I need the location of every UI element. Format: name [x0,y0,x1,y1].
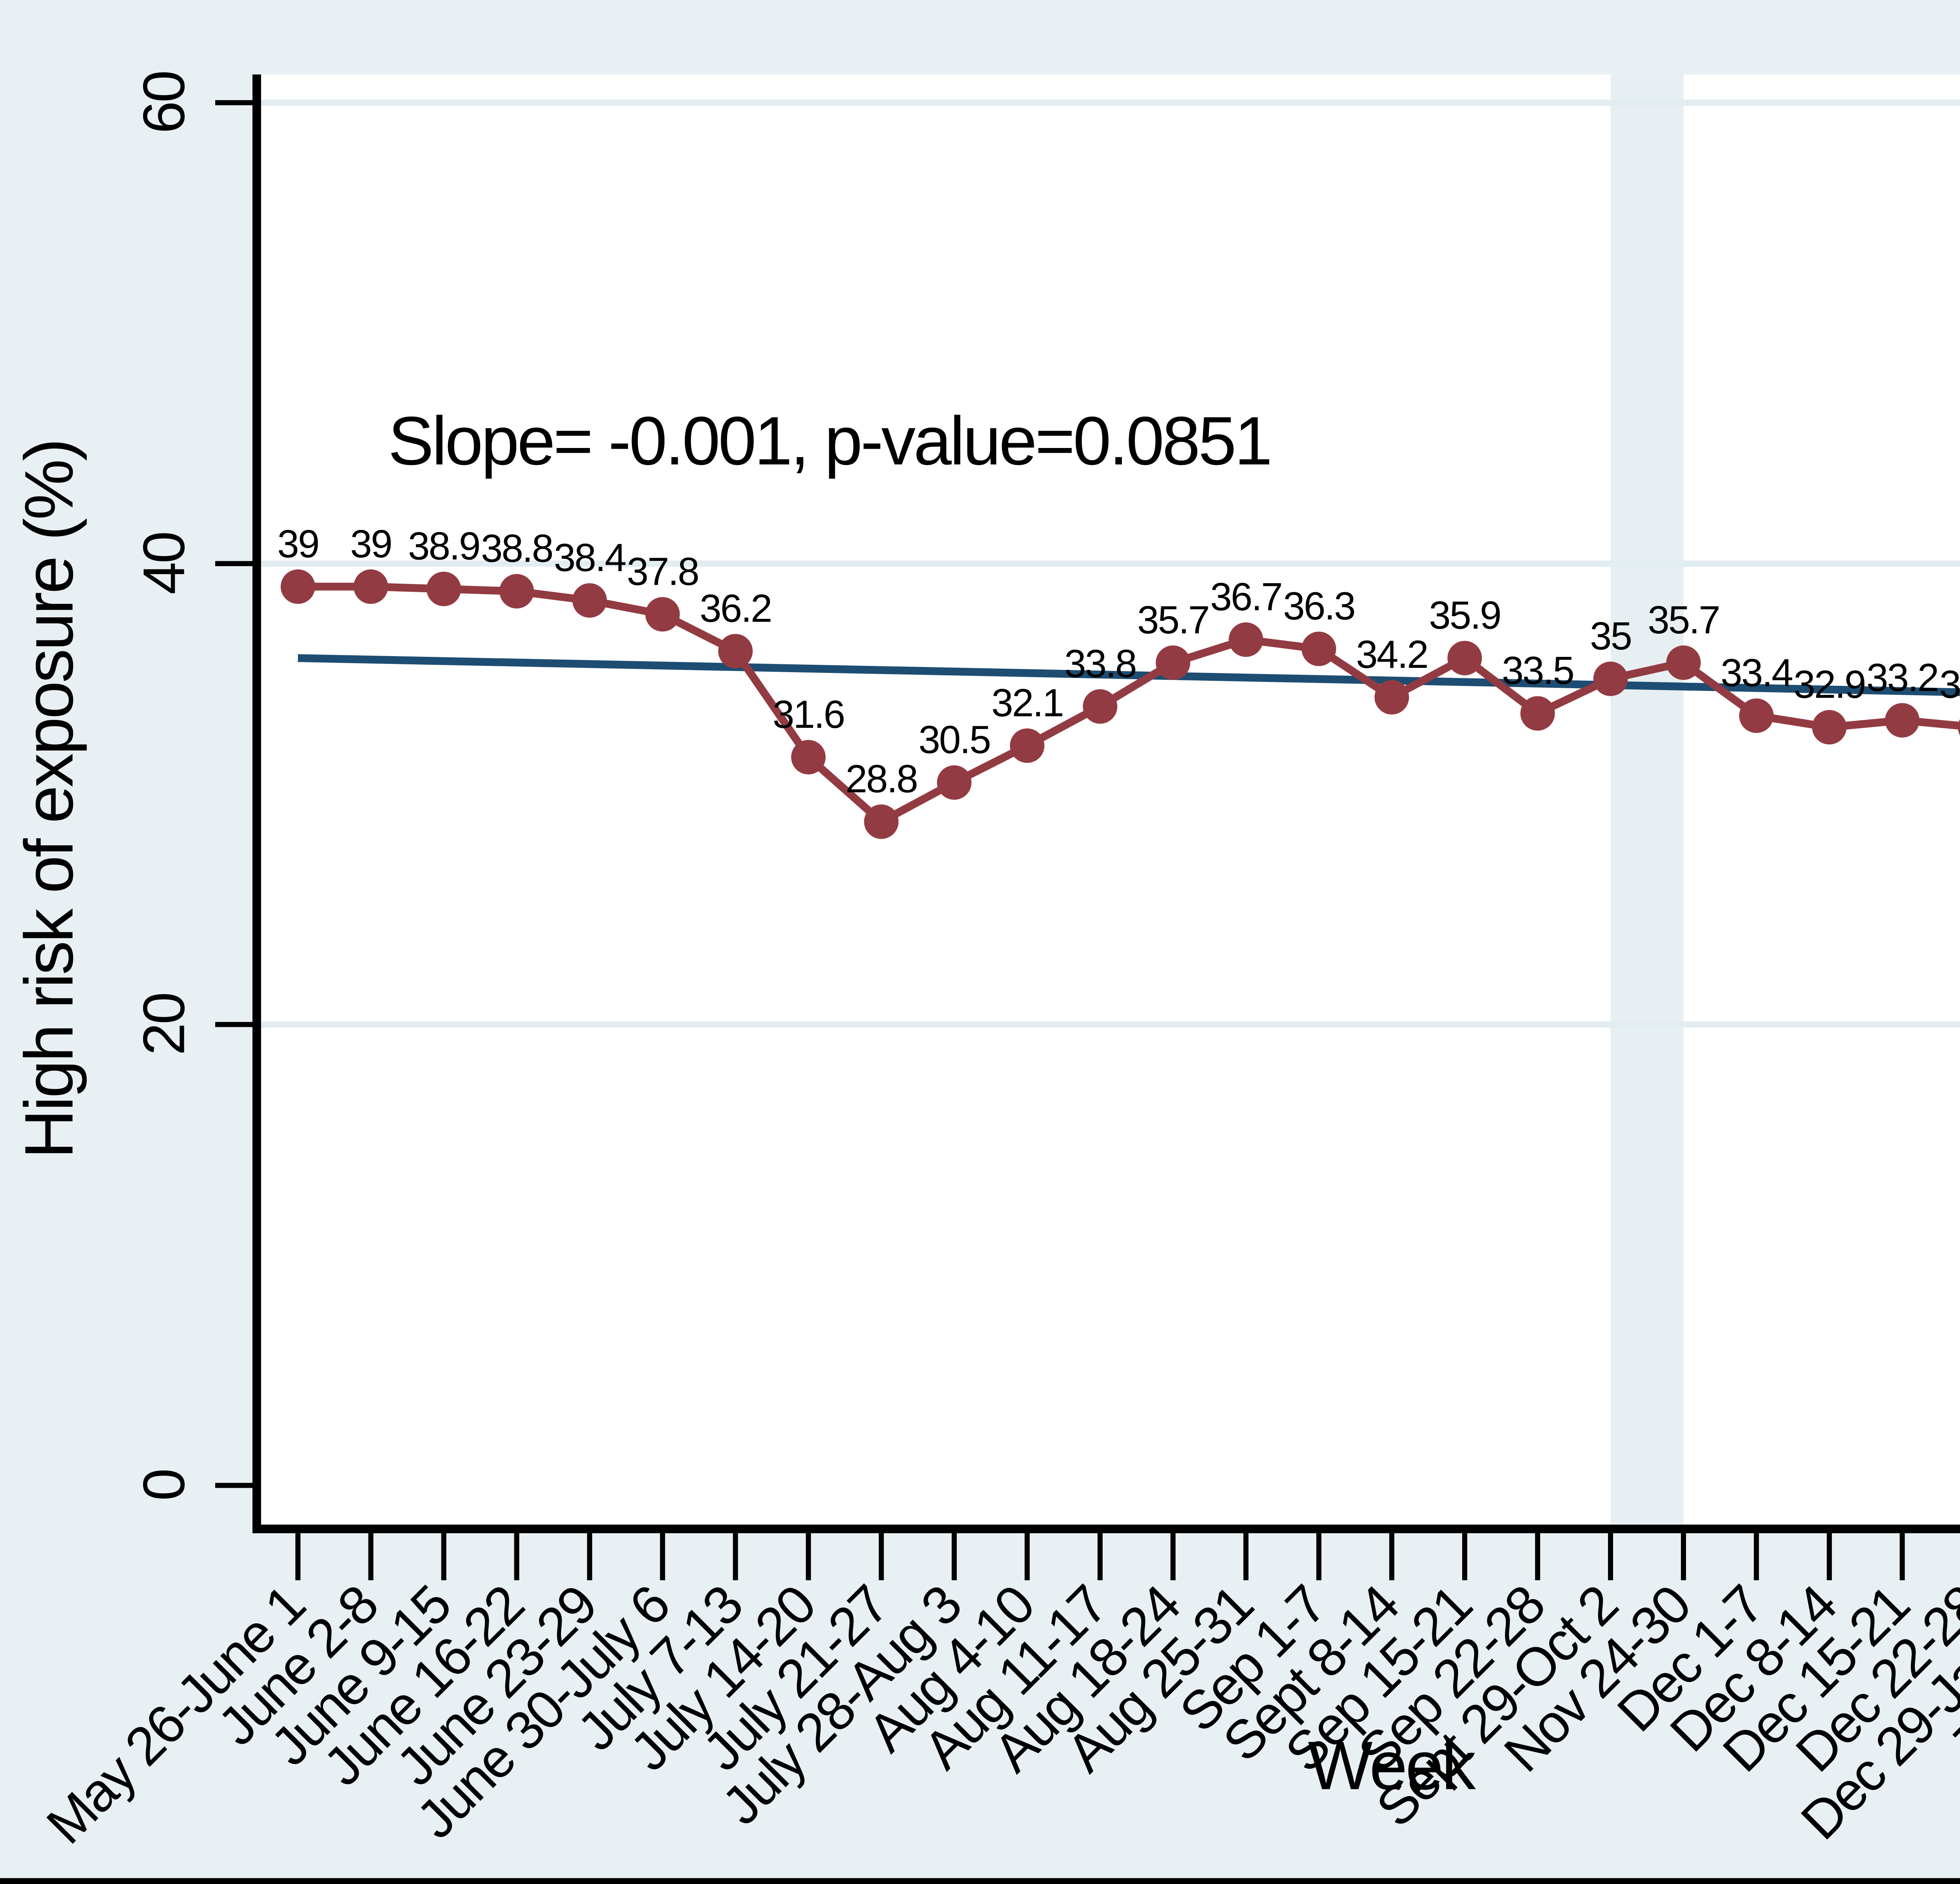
point-label-17: 35.9 [1429,593,1501,637]
data-point-20 [1666,645,1701,680]
gridlines [261,100,1960,1028]
bottom-border-bar [0,1878,1960,1884]
data-point-12 [1083,689,1118,724]
point-label-7: 36.2 [700,586,771,630]
x-tick-3 [441,1533,446,1580]
point-label-6: 37.8 [627,549,699,593]
y-tick-20 [215,1022,252,1027]
data-point-22 [1812,710,1847,745]
point-label-11: 32.1 [991,681,1063,725]
point-label-23: 33.2 [1866,656,1938,700]
x-tick-18 [1535,1533,1541,1580]
x-tick-4 [514,1533,519,1580]
x-tick-11 [1024,1533,1030,1580]
data-point-17 [1447,641,1482,676]
data-point-7 [718,634,753,669]
x-tick-16 [1389,1533,1394,1580]
data-point-15 [1301,631,1336,666]
x-tick-17 [1462,1533,1467,1580]
x-axis-line [252,1525,1960,1533]
point-label-10: 30.5 [918,718,990,762]
gap-band [1610,74,1684,1526]
data-point-21 [1739,698,1774,733]
point-label-4: 38.8 [481,527,553,571]
point-label-5: 38.4 [554,536,626,580]
data-point-2 [354,569,388,604]
data-point-11 [1010,728,1045,763]
x-tick-1 [295,1533,301,1580]
y-tick-label-60: 60 [131,72,197,134]
x-tick-22 [1827,1533,1832,1580]
x-tick-23 [1900,1533,1905,1580]
x-tick-12 [1097,1533,1103,1580]
x-axis-ticks [295,1533,1905,1580]
x-tick-7 [733,1533,738,1580]
data-point-14 [1229,622,1263,657]
no-data-gap-band [1610,74,1684,1526]
x-tick-14 [1243,1533,1249,1580]
point-label-20: 35.7 [1648,598,1719,642]
x-axis-title: Week [1308,1728,1476,1804]
y-axis-line [252,74,261,1533]
slope-annotation: Slope= -0.001, p-value=0.0851 [388,403,1270,479]
y-axis-tick-labels: 0 20 40 60 [131,72,197,1501]
y-tick-0 [215,1483,252,1488]
data-point-24 [1958,719,1960,736]
x-tick-20 [1681,1533,1686,1580]
x-tick-9 [878,1533,884,1580]
data-point-16 [1374,680,1409,715]
y-tick-40 [215,561,252,566]
data-point-13 [1156,645,1191,680]
point-value-labels: 39 39 38.9 38.8 38.4 37.836.2 31.628.830.532.1… [277,522,1960,801]
y-tick-60 [215,100,252,105]
x-tick-13 [1170,1533,1176,1580]
point-label-18: 33.5 [1502,649,1573,693]
x-tick-2 [368,1533,374,1580]
data-series [281,569,1960,839]
data-point-18 [1520,696,1555,731]
x-tick-21 [1754,1533,1759,1580]
point-label-13: 35.7 [1137,598,1209,642]
data-point-19 [1593,662,1628,696]
x-tick-5 [587,1533,592,1580]
x-tick-8 [806,1533,811,1580]
y-tick-label-20: 20 [131,994,197,1055]
x-tick-10 [951,1533,957,1580]
data-point-23 [1885,703,1920,738]
y-axis-ticks [215,100,252,1488]
y-axis-title: High risk of exposure (%) [11,440,87,1159]
point-label-19: 35 [1590,614,1631,658]
data-point-6 [645,597,680,632]
data-point-4 [499,574,534,609]
y-tick-label-0: 0 [131,1470,197,1501]
plot-area [257,74,1960,1526]
point-label-16: 34.2 [1356,633,1428,676]
point-label-12: 33.8 [1064,642,1136,686]
x-tick-19 [1608,1533,1613,1580]
x-tick-6 [660,1533,665,1580]
point-label-21: 33.4 [1720,651,1792,695]
point-label-15: 36.3 [1283,584,1355,628]
data-point-8 [791,740,826,774]
data-point-10 [937,765,972,800]
data-point-5 [572,583,607,618]
data-point-3 [426,571,461,606]
y-tick-label-40: 40 [131,533,197,595]
data-point-1 [281,569,315,604]
data-point-9 [864,804,899,839]
point-label-2: 39 [350,522,391,566]
point-label-24: 32.9 [1939,662,1960,706]
point-label-1: 39 [277,522,318,566]
point-label-9: 28.8 [846,757,917,801]
point-label-22: 32.9 [1793,662,1865,706]
point-label-8: 31.6 [773,693,844,736]
point-label-14: 36.7 [1210,575,1282,619]
point-label-3: 38.9 [408,524,480,568]
x-tick-15 [1316,1533,1321,1580]
